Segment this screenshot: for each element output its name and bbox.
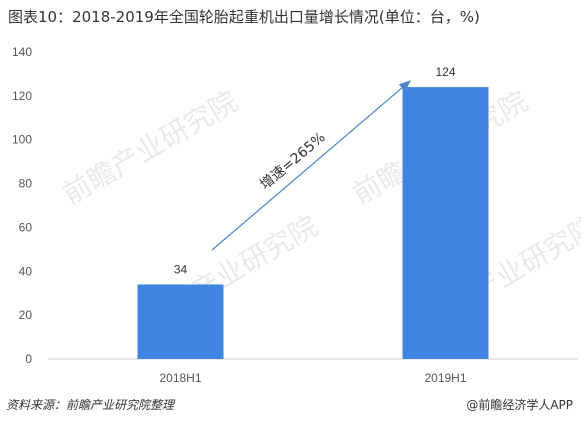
x-tick-label: 2019H1 <box>424 371 466 385</box>
y-tick-label: 60 <box>19 220 33 234</box>
brand-credit: @前瞻经济学人APP <box>466 398 573 412</box>
bar <box>137 284 224 359</box>
bar-data-label: 34 <box>174 262 188 276</box>
watermark-text: 前瞻产业研究院 <box>57 84 243 211</box>
growth-annotation: 增速=265% <box>257 130 328 194</box>
x-tick-label: 2018H1 <box>159 371 201 385</box>
y-tick-label: 80 <box>19 177 33 191</box>
bar-data-label: 124 <box>435 65 455 79</box>
y-tick-label: 120 <box>12 89 32 103</box>
y-tick-label: 20 <box>19 308 33 322</box>
y-tick-label: 100 <box>12 133 32 147</box>
bar <box>402 87 489 359</box>
y-tick-label: 0 <box>25 352 32 366</box>
source-note: 资料来源：前瞻产业研究院整理 <box>6 398 175 412</box>
growth-arrow <box>211 80 411 251</box>
chart-title: 图表10：2018-2019年全国轮胎起重机出口量增长情况(单位：台，%) <box>8 8 480 26</box>
y-tick-label: 140 <box>12 45 32 59</box>
y-tick-label: 40 <box>19 264 33 278</box>
